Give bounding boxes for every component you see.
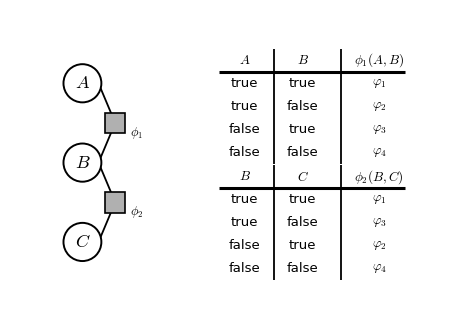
Text: $C$: $C$ [75,233,90,251]
Text: $\phi_1(A,B)$: $\phi_1(A,B)$ [354,51,404,69]
Text: $\varphi_3$: $\varphi_3$ [372,216,387,229]
Text: $\varphi_2$: $\varphi_2$ [372,100,387,113]
Text: false: false [228,146,260,159]
Ellipse shape [63,144,102,182]
Text: true: true [231,216,259,229]
Text: $\varphi_1$: $\varphi_1$ [372,193,386,206]
Text: $\phi_2$: $\phi_2$ [130,204,143,220]
Text: false: false [228,123,260,136]
Text: true: true [289,239,317,252]
Text: $\varphi_4$: $\varphi_4$ [372,262,387,275]
Text: true: true [289,77,317,90]
Text: $B$: $B$ [238,170,251,183]
Text: $\varphi_4$: $\varphi_4$ [372,146,387,159]
Text: $A$: $A$ [75,74,90,92]
Text: false: false [228,262,260,275]
Ellipse shape [63,64,102,102]
Bar [105,192,125,213]
Text: $B$: $B$ [75,154,90,172]
Text: false: false [287,146,319,159]
Text: $\phi_1$: $\phi_1$ [130,125,143,141]
Text: $C$: $C$ [297,170,309,184]
Text: $\varphi_2$: $\varphi_2$ [372,239,387,252]
Text: false: false [287,216,319,229]
Text: $\varphi_3$: $\varphi_3$ [372,123,387,136]
Text: false: false [287,262,319,275]
Ellipse shape [63,223,102,261]
Text: $A$: $A$ [239,53,251,67]
Text: true: true [231,100,259,113]
Text: false: false [228,239,260,252]
Text: true: true [231,77,259,90]
Text: $\varphi_1$: $\varphi_1$ [372,77,386,90]
Text: true: true [289,123,317,136]
Text: true: true [289,193,317,206]
Text: true: true [231,193,259,206]
Text: false: false [287,100,319,113]
Text: $\phi_2(B,C)$: $\phi_2(B,C)$ [354,168,404,185]
Text: $B$: $B$ [297,53,309,67]
Bar [105,112,125,133]
